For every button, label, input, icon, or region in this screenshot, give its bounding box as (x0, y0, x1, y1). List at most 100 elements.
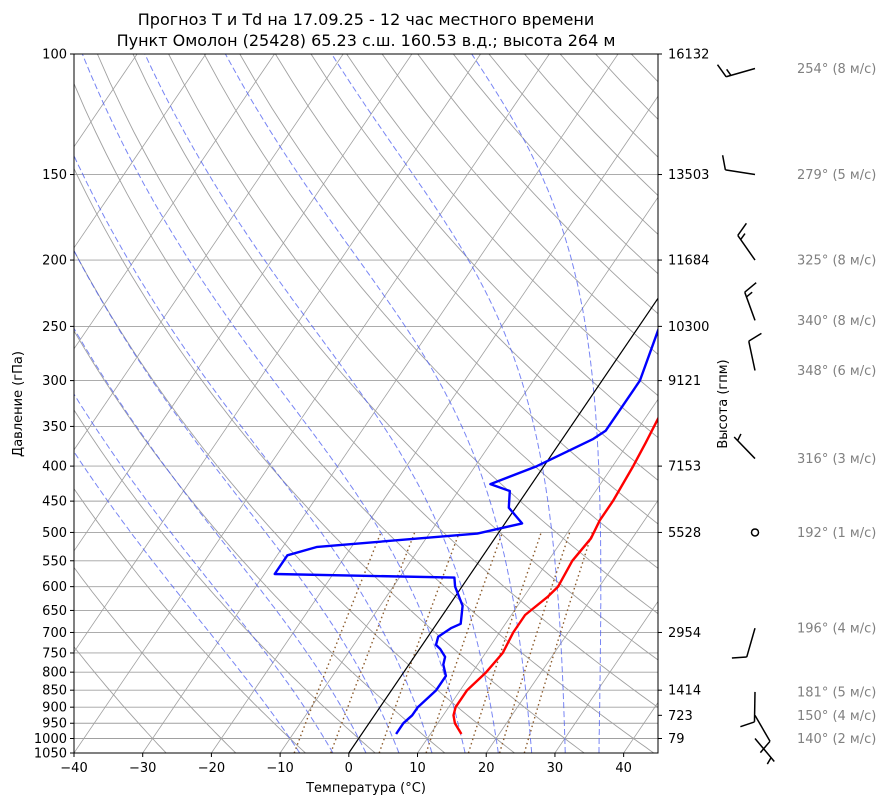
isotherm--40 (74, 54, 550, 753)
moist-adiabat-0 (74, 327, 367, 753)
x-tick-label: −10 (266, 761, 293, 776)
dry-adiabat-70 (168, 54, 658, 615)
y-tick-label: 650 (42, 604, 67, 619)
plot-frame (73, 53, 659, 754)
x-tick-label: 30 (547, 761, 564, 776)
x-axis-label: Температура (°C) (305, 781, 426, 796)
x-tick-label: −30 (129, 761, 156, 776)
wind-label: 340° (8 м/с) (797, 314, 876, 329)
isotherm--60 (74, 54, 413, 552)
height-tick-label: 10300 (668, 320, 709, 335)
wind-label: 325° (8 м/с) (797, 254, 876, 269)
y-tick-label: 400 (42, 460, 67, 475)
dry-adiabat-40 (74, 82, 655, 753)
wind-barb (740, 691, 756, 728)
dry-adiabat--30 (74, 646, 167, 753)
wind-label: 181° (5 м/с) (797, 685, 876, 700)
isotherm--90 (74, 54, 207, 249)
dry-adiabat-80 (203, 54, 658, 569)
y-tick-label: 300 (42, 374, 67, 389)
x-axis: −40 −30 −20 −10 0 10 20 30 40 (60, 753, 632, 776)
y-tick-label: 100 (42, 48, 67, 63)
zero-isotherm (348, 297, 658, 753)
height-tick-label: 1414 (668, 684, 701, 699)
y-tick-label: 350 (42, 420, 67, 435)
wind-barb (744, 282, 757, 321)
wind-barb (716, 64, 756, 78)
height-tick-label: 7153 (668, 460, 701, 475)
height-tick-label: 11684 (668, 254, 709, 269)
height-tick-label: 16132 (668, 48, 709, 63)
height-tick-label: 2954 (668, 626, 701, 641)
dry-adiabat-120 (346, 54, 658, 397)
mixing-ratio-lines (293, 532, 593, 753)
y-tick-label: 900 (42, 701, 67, 716)
wind-barb (733, 433, 756, 460)
isotherm--70 (74, 54, 344, 451)
height-tick-label: 5528 (668, 526, 701, 541)
wind-label: 196° (4 м/с) (797, 622, 876, 637)
wind-barb (737, 222, 756, 261)
height-tick-label: 13503 (668, 168, 709, 183)
isotherm--50 (74, 54, 481, 653)
wind-barbs: 254° (8 м/с) 279° (5 м/с) 325° (8 м/с) 340°… (716, 62, 876, 765)
isotherm--20 (211, 95, 658, 753)
y-tick-label: 550 (42, 554, 67, 569)
y-tick-label: 150 (42, 168, 67, 183)
wind-barb (748, 332, 762, 371)
isotherm--80 (74, 54, 275, 350)
dry-adiabat-90 (239, 54, 658, 525)
moist-adiabat--5 (74, 393, 334, 753)
wind-barb (731, 627, 756, 659)
dry-adiabat--10 (74, 487, 306, 753)
isotherm-10 (417, 398, 658, 753)
chart-title-line-1: Прогноз T и Td на 17.09.25 - 12 час мест… (138, 10, 594, 29)
mixing-ratio-20 (523, 532, 593, 753)
wind-label: 150° (4 м/с) (797, 709, 876, 724)
y-tick-label: 800 (42, 666, 67, 681)
y-tick-label: 500 (42, 526, 67, 541)
height-axis-label: Высота (гпм) (716, 359, 731, 448)
height-tick-label: 9121 (668, 374, 701, 389)
mixing-ratio-8 (425, 532, 504, 753)
y-tick-label: 450 (42, 495, 67, 510)
y-tick-label: 200 (42, 254, 67, 269)
zero-isotherm-line (348, 297, 658, 753)
y-tick-label: 1050 (34, 747, 67, 762)
y-tick-label: 600 (42, 580, 67, 595)
moist-adiabat--10 (74, 450, 301, 753)
y-tick-label: 1000 (34, 732, 67, 747)
sounding-profiles (273, 327, 658, 735)
wind-barb (750, 528, 760, 537)
dry-adiabat-130 (381, 54, 658, 355)
isotherm-20 (485, 499, 658, 753)
dry-adiabat-0 (74, 409, 376, 753)
height-tick-label: 723 (668, 709, 693, 724)
dry-adiabat-110 (310, 54, 658, 439)
height-tick-label: 79 (668, 732, 685, 747)
y-axis: 100 150 200 250 300 350 400 450 500 550 600 650 700 7… (34, 48, 74, 762)
wind-barb (754, 714, 771, 754)
isotherm-30 (554, 600, 658, 753)
x-tick-label: −20 (198, 761, 225, 776)
dry-adiabat-60 (132, 54, 658, 661)
chart-title-line-2: Пункт Омолон (25428) 65.23 с.ш. 160.53 в… (117, 31, 616, 50)
mixing-ratio-5 (378, 532, 460, 753)
dry-adiabat-30 (74, 167, 585, 753)
x-tick-label: 10 (409, 761, 426, 776)
dry-adiabat-100 (275, 54, 658, 481)
y-axis-label: Давление (гПа) (11, 351, 26, 457)
mixing-ratio-16 (498, 532, 571, 753)
profile-line-0 (452, 416, 658, 735)
x-tick-label: 20 (478, 761, 495, 776)
dry-adiabat-50 (96, 54, 658, 708)
profile-line-1 (273, 327, 658, 735)
moist-adiabats (74, 54, 602, 753)
moist-adiabat-25 (224, 54, 533, 753)
moist-adiabat-15 (81, 54, 466, 753)
moist-adiabat-20 (144, 54, 499, 753)
wind-barb (721, 155, 756, 176)
y-tick-label: 850 (42, 684, 67, 699)
wind-label: 316° (3 м/с) (797, 452, 876, 467)
height-axis: 16132 13503 11684 10300 9121 7153 5528 2954 1414… (658, 48, 709, 747)
